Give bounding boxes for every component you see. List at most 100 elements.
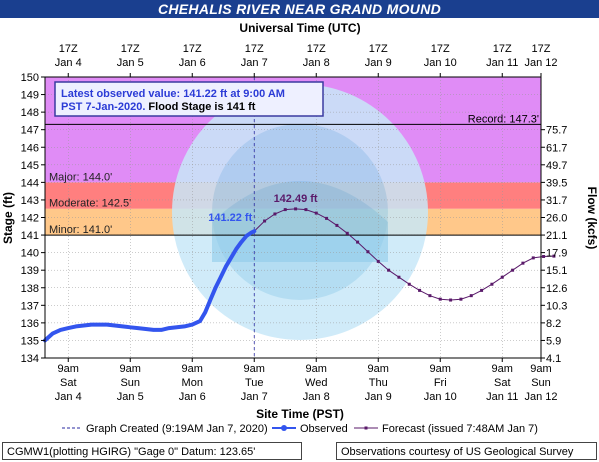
forecast-point (449, 298, 453, 302)
x-tick-time: 9am (530, 363, 551, 375)
forecast-point (480, 288, 484, 292)
forecast-point (521, 261, 525, 265)
top-tick-date: Jan 10 (424, 57, 457, 69)
flow-tick-label: 12.6 (546, 283, 567, 295)
top-tick-time: 17Z (121, 43, 140, 55)
forecast-line (253, 208, 554, 301)
x-tick-time: 9am (120, 363, 141, 375)
flow-tick-label: 10.3 (546, 300, 567, 312)
noaa-watermark-logo (172, 84, 428, 340)
x-tick-day: Sun (531, 377, 551, 389)
info-line1: Latest observed value: 141.22 ft at 9:00… (61, 88, 285, 100)
flow-tick-label: 49.7 (546, 160, 567, 172)
annotations: 141.22 ft 142.49 ft Latest observed value:… (54, 81, 324, 224)
forecast-point (314, 211, 318, 215)
flow-tick-label: 8.2 (546, 318, 561, 330)
forecast-point (273, 212, 277, 216)
x-tick-day: Sun (120, 377, 140, 389)
y-tick-label: 138 (21, 283, 39, 295)
y2-axis-title: Flow (kcfs) (585, 187, 599, 250)
top-tick-time: 17Z (369, 43, 388, 55)
flow-tick-label: 5.9 (546, 335, 561, 347)
x-tick-day: Wed (305, 377, 327, 389)
axes: 134 135 136 137 138 139 140 141 142 143 144 145 146 1… (1, 21, 599, 421)
y-axis-title: Stage (ft) (1, 192, 15, 244)
y-tick-label: 136 (21, 318, 39, 330)
forecast-point (418, 288, 422, 292)
y-tick-label: 149 (21, 90, 39, 102)
x-tick-time: 9am (306, 363, 327, 375)
legend-created-label: Graph Created (9:19AM Jan 7, 2020) (86, 423, 268, 435)
top-tick-date: Jan 7 (241, 57, 268, 69)
y-tick-label: 141 (21, 230, 39, 242)
info-line2-date: PST 7-Jan-2020. (61, 101, 145, 113)
forecast-point (294, 207, 298, 211)
forecast-point (304, 208, 308, 212)
y-tick-label: 146 (21, 142, 39, 154)
x-tick-date: Jan 12 (524, 391, 557, 403)
top-tick-date: Jan 8 (303, 57, 330, 69)
forecast-point (407, 282, 411, 286)
flow-tick-label: 15.1 (546, 265, 567, 277)
y-tick-label: 150 (21, 72, 39, 84)
series-lines (43, 207, 556, 343)
flow-tick-label: 17.9 (546, 248, 567, 260)
y-tick-label: 143 (21, 195, 39, 207)
flow-tick-label: 4.1 (546, 353, 561, 365)
x-tick-time: 9am (430, 363, 451, 375)
y-tick-label: 140 (21, 248, 39, 260)
chart-title: CHEHALIS RIVER NEAR GRAND MOUND (0, 0, 599, 18)
footer-credit: Observations courtesy of US Geological S… (336, 442, 597, 460)
footer-datum: CGMW1(plotting HGIRG) "Gage 0" Datum: 12… (2, 442, 302, 460)
x-tick-day: Thu (369, 377, 388, 389)
info-box (54, 81, 324, 117)
top-tick-time: 17Z (493, 43, 512, 55)
x-tick-time: 9am (244, 363, 265, 375)
x-tick-date: Jan 8 (303, 391, 330, 403)
top-tick-time: 17Z (431, 43, 450, 55)
forecast-point (459, 297, 463, 301)
forecast-point (376, 259, 380, 263)
legend: Graph Created (9:19AM Jan 7, 2020) Observ… (62, 423, 538, 435)
y-tick-label: 145 (21, 160, 39, 172)
flow-tick-label: 26.0 (546, 213, 567, 225)
top-tick-date: Jan 9 (365, 57, 392, 69)
forecast-point (387, 268, 391, 272)
forecast-point (511, 268, 515, 272)
legend-observed-label: Observed (300, 423, 348, 435)
forecast-point (542, 254, 546, 258)
y-tick-label: 137 (21, 300, 39, 312)
top-tick-time: 17Z (245, 43, 264, 55)
x-tick-time: 9am (58, 363, 79, 375)
forecast-point (490, 282, 494, 286)
hydrograph-chart: Record: 147.3' Minor: 141.0' Moderate: 142… (1, 21, 599, 435)
top-tick-date: Jan 5 (117, 57, 144, 69)
top-axis-title: Universal Time (UTC) (239, 21, 360, 35)
current-value-label: 141.22 ft (208, 212, 252, 224)
x-tick-day: Fri (434, 377, 447, 389)
top-tick-date: Jan 6 (179, 57, 206, 69)
top-tick-date: Jan 12 (524, 57, 557, 69)
crest-value-label: 142.49 ft (274, 193, 318, 205)
top-tick-time: 17Z (532, 43, 551, 55)
flood-band-labels: Record: 147.3' Minor: 141.0' Moderate: 142… (49, 113, 539, 236)
x-tick-date: Jan 5 (117, 391, 144, 403)
x-tick-day: Sat (60, 377, 77, 389)
y-tick-label: 134 (21, 353, 39, 365)
forecast-point (356, 240, 360, 244)
y-tick-label: 139 (21, 265, 39, 277)
forecast-point (552, 254, 556, 258)
x-tick-date: Jan 7 (241, 391, 268, 403)
forecast-point (531, 256, 535, 260)
forecast-point (469, 294, 473, 298)
flow-tick-label: 75.7 (546, 125, 567, 137)
x-tick-date: Jan 9 (365, 391, 392, 403)
observed-line (43, 229, 257, 343)
band-label-minor: Minor: 141.0' (49, 224, 112, 236)
forecast-point (335, 223, 339, 227)
x-tick-day: Tue (245, 377, 264, 389)
forecast-point (428, 294, 432, 298)
top-tick-time: 17Z (183, 43, 202, 55)
record-label: Record: 147.3' (468, 113, 539, 125)
forecast-point (345, 231, 349, 235)
